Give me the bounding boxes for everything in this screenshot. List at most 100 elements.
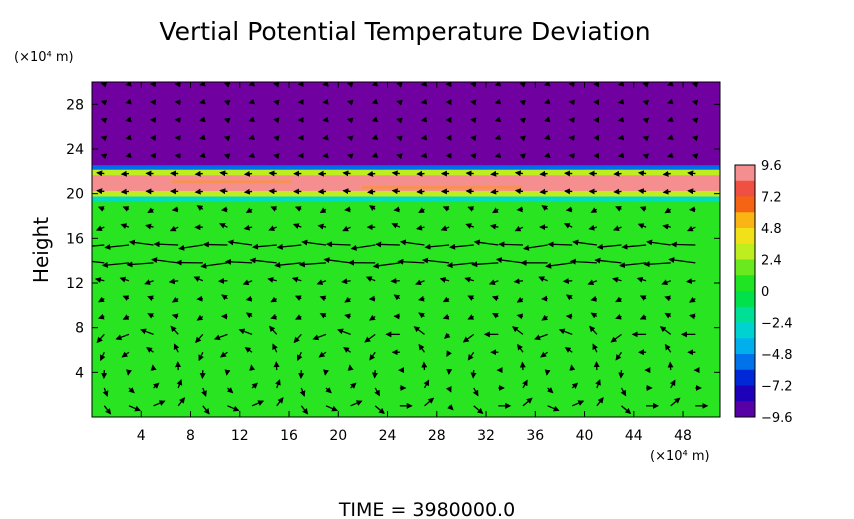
- wind-arrow: [418, 343, 426, 353]
- warm-streak: [362, 185, 522, 189]
- wind-arrow: [439, 276, 450, 283]
- wind-arrow: [592, 343, 598, 353]
- wind-arrow: [664, 295, 671, 302]
- wind-arrow: [612, 276, 622, 283]
- wind-arrow: [465, 223, 474, 229]
- y-tick-label: 28: [66, 97, 84, 113]
- wind-arrow: [667, 98, 674, 105]
- x-tick-label: 44: [625, 428, 643, 444]
- wind-arrow: [516, 206, 524, 213]
- wind-arrow: [120, 170, 129, 177]
- heatmap-band: [92, 174, 720, 191]
- wind-arrow: [424, 397, 435, 407]
- wind-arrow: [300, 405, 309, 415]
- wind-arrow: [571, 400, 585, 407]
- wind-arrow: [202, 241, 228, 248]
- wind-arrow: [243, 224, 253, 231]
- wind-arrow: [516, 296, 524, 303]
- wind-arrow: [248, 98, 256, 105]
- wind-arrow: [661, 279, 671, 285]
- wind-arrow: [168, 278, 179, 285]
- wind-arrow: [238, 328, 253, 335]
- wind-arrow: [249, 364, 256, 371]
- wind-arrow: [299, 387, 306, 397]
- colorbar-frame: [734, 164, 756, 418]
- wind-arrow: [519, 82, 526, 88]
- wind-arrow: [341, 278, 351, 285]
- wind-arrow: [219, 188, 228, 195]
- wind-arrow: [296, 351, 303, 362]
- wind-arrow: [424, 243, 450, 250]
- colorbar: 9.6 7.2 4.8 2.4 0 −2.4 −4.8 −7.2 −9.6: [734, 159, 793, 426]
- x-unit-label: (×10⁴ m): [650, 449, 710, 464]
- wind-arrow: [371, 82, 379, 87]
- wind-arrow: [396, 99, 403, 106]
- wind-arrow: [545, 262, 573, 269]
- wind-arrow: [513, 278, 524, 285]
- wind-arrow: [519, 135, 526, 142]
- colorbar-swatch: [735, 385, 755, 402]
- colorbar-swatch: [735, 354, 755, 371]
- wind-arrow: [471, 261, 499, 268]
- colorbar-tick-label: 2.4: [761, 254, 782, 269]
- wind-vectors: [92, 82, 709, 415]
- wind-arrow: [145, 223, 154, 230]
- wind-arrow: [396, 117, 403, 124]
- wind-arrow: [195, 333, 204, 344]
- wind-arrow: [491, 295, 499, 302]
- wind-arrow: [119, 276, 130, 283]
- wind-arrow: [337, 328, 351, 335]
- wind-arrow: [669, 379, 676, 389]
- y-tick-label: 12: [66, 276, 84, 292]
- wind-arrow: [467, 206, 475, 212]
- wind-arrow: [153, 400, 166, 407]
- wind-arrow: [447, 404, 454, 411]
- wind-arrow: [517, 343, 524, 353]
- heatmap-band: [92, 201, 720, 417]
- wind-arrow: [399, 239, 425, 246]
- wind-arrow: [396, 82, 403, 88]
- wind-arrow: [153, 382, 160, 389]
- wind-arrow: [169, 225, 179, 232]
- wind-arrow: [397, 258, 425, 265]
- wind-arrow: [522, 379, 528, 389]
- wind-arrow: [219, 351, 228, 358]
- wind-arrow: [350, 382, 357, 389]
- wind-arrow: [416, 224, 425, 231]
- colorbar-tick-label: −9.6: [761, 411, 793, 426]
- wind-arrow: [100, 153, 108, 160]
- wind-arrow: [413, 326, 425, 335]
- wind-arrow: [562, 278, 573, 285]
- colorbar-swatch: [735, 291, 755, 308]
- wind-arrow: [371, 134, 379, 140]
- wind-arrow: [596, 243, 622, 250]
- wind-arrow: [421, 361, 428, 371]
- wind-arrow: [449, 243, 474, 250]
- wind-arrow: [563, 223, 573, 229]
- wind-arrow: [147, 207, 154, 214]
- wind-arrow: [472, 387, 479, 397]
- wind-arrow: [494, 152, 502, 158]
- wind-arrow: [639, 206, 647, 212]
- wind-arrow: [343, 346, 351, 353]
- wind-arrow: [276, 397, 284, 407]
- x-tick-label: 4: [137, 428, 146, 444]
- wind-arrow: [344, 313, 351, 320]
- wind-arrow: [196, 205, 204, 211]
- wind-arrow: [610, 333, 622, 343]
- wind-arrow: [664, 312, 672, 319]
- wind-arrow: [547, 387, 554, 394]
- x-tick-label: 40: [576, 428, 594, 444]
- wind-arrow: [637, 170, 647, 177]
- wind-arrow: [368, 314, 376, 321]
- warm-streak: [172, 180, 292, 184]
- y-tick-label: 20: [66, 187, 84, 203]
- wind-arrow: [390, 277, 400, 284]
- wind-arrow: [494, 98, 502, 105]
- wind-arrow: [199, 82, 206, 87]
- x-tick-label: 28: [428, 428, 446, 444]
- colorbar-tick-label: 4.8: [761, 222, 782, 237]
- wind-arrow: [200, 262, 228, 269]
- wind-arrow: [122, 314, 130, 320]
